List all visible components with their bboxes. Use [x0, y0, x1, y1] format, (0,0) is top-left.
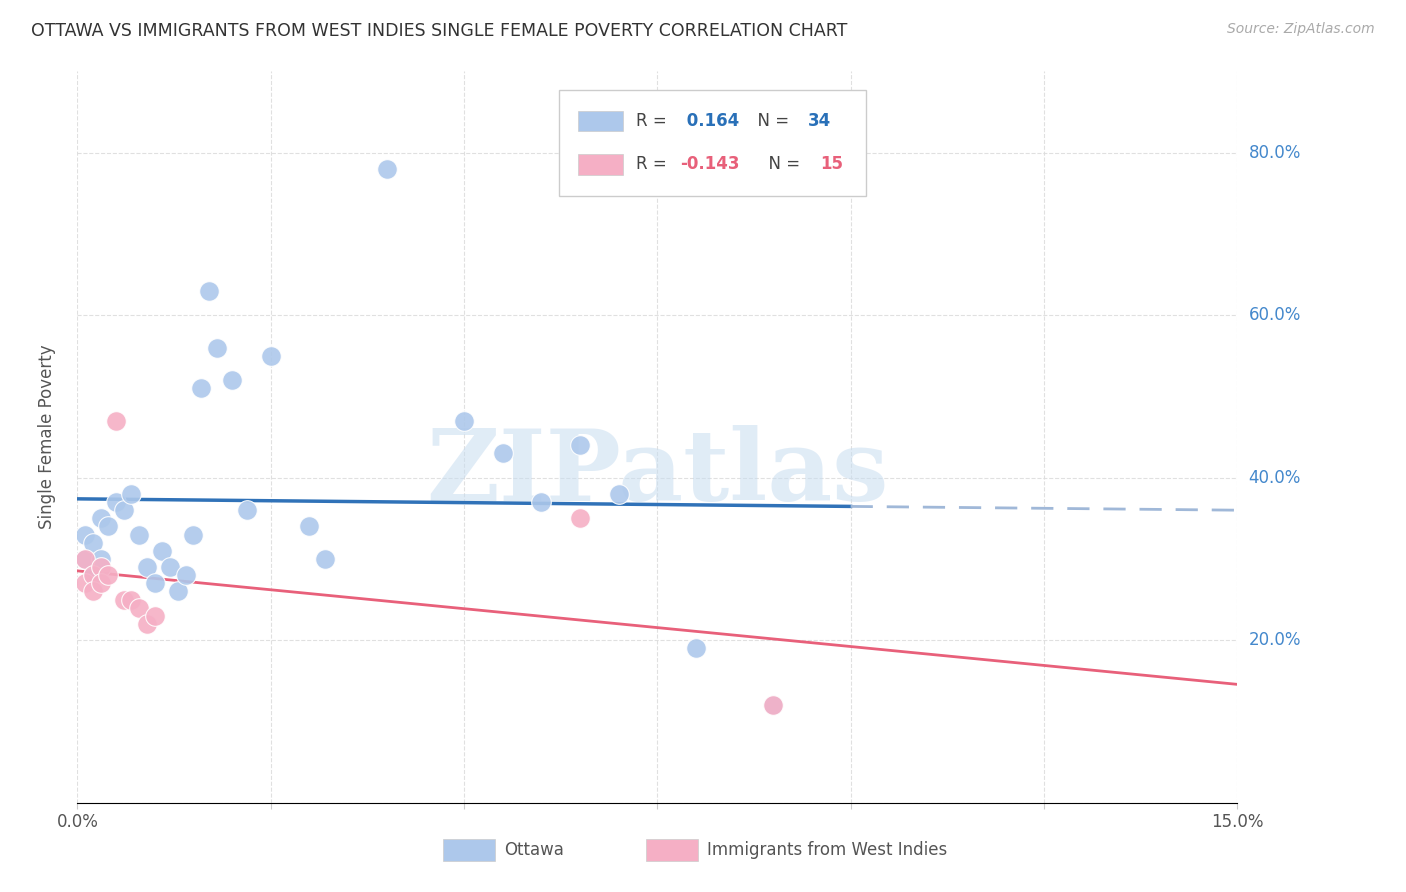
Text: R =: R =	[637, 155, 672, 173]
Point	[152, 544, 174, 558]
Point	[762, 698, 785, 713]
Point	[492, 446, 515, 460]
Point	[136, 560, 159, 574]
Text: 60.0%: 60.0%	[1249, 306, 1301, 324]
Point	[82, 568, 104, 582]
Y-axis label: Single Female Poverty: Single Female Poverty	[38, 345, 56, 529]
Point	[82, 584, 104, 599]
Text: 15: 15	[820, 155, 842, 173]
Text: 20.0%: 20.0%	[1249, 632, 1301, 649]
Point	[121, 592, 143, 607]
Point	[90, 511, 111, 525]
Text: 80.0%: 80.0%	[1249, 144, 1301, 161]
Point	[190, 381, 212, 395]
FancyBboxPatch shape	[578, 154, 623, 175]
Point	[105, 414, 127, 428]
Point	[607, 487, 630, 501]
Text: N =: N =	[747, 112, 794, 130]
Point	[530, 495, 553, 509]
Point	[128, 527, 150, 541]
Point	[128, 600, 150, 615]
Point	[97, 519, 120, 533]
Point	[75, 552, 96, 566]
Text: -0.143: -0.143	[681, 155, 740, 173]
Point	[121, 487, 143, 501]
Point	[260, 349, 283, 363]
Text: ZIPatlas: ZIPatlas	[426, 425, 889, 522]
Point	[314, 552, 336, 566]
Point	[375, 161, 398, 176]
Point	[236, 503, 259, 517]
Text: N =: N =	[758, 155, 806, 173]
Point	[685, 641, 707, 656]
Point	[90, 552, 111, 566]
Point	[75, 552, 96, 566]
Text: 40.0%: 40.0%	[1249, 468, 1301, 487]
Text: Immigrants from West Indies: Immigrants from West Indies	[707, 841, 948, 859]
Point	[82, 535, 104, 549]
Point	[453, 414, 475, 428]
Point	[762, 698, 785, 713]
FancyBboxPatch shape	[443, 839, 495, 862]
Point	[183, 527, 205, 541]
FancyBboxPatch shape	[645, 839, 697, 862]
Text: Ottawa: Ottawa	[505, 841, 564, 859]
Point	[112, 503, 135, 517]
Point	[143, 576, 166, 591]
Text: Source: ZipAtlas.com: Source: ZipAtlas.com	[1227, 22, 1375, 37]
Point	[298, 519, 321, 533]
FancyBboxPatch shape	[558, 90, 866, 195]
Point	[75, 527, 96, 541]
Point	[90, 560, 111, 574]
Point	[97, 568, 120, 582]
Point	[105, 495, 127, 509]
Point	[90, 576, 111, 591]
Text: R =: R =	[637, 112, 672, 130]
FancyBboxPatch shape	[578, 111, 623, 131]
Point	[159, 560, 181, 574]
Point	[136, 617, 159, 632]
Point	[174, 568, 197, 582]
Point	[569, 511, 592, 525]
Text: 0.164: 0.164	[681, 112, 738, 130]
Point	[82, 568, 104, 582]
Point	[197, 284, 219, 298]
Text: 34: 34	[808, 112, 831, 130]
Point	[75, 576, 96, 591]
Point	[221, 373, 243, 387]
Point	[143, 608, 166, 623]
Point	[569, 438, 592, 452]
Text: OTTAWA VS IMMIGRANTS FROM WEST INDIES SINGLE FEMALE POVERTY CORRELATION CHART: OTTAWA VS IMMIGRANTS FROM WEST INDIES SI…	[31, 22, 848, 40]
Point	[166, 584, 188, 599]
Point	[205, 341, 228, 355]
Point	[112, 592, 135, 607]
